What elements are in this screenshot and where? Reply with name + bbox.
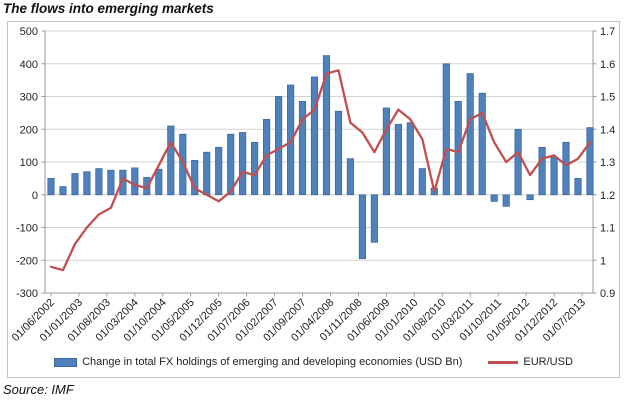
y-left-tick-label: 200	[20, 124, 38, 136]
y-left-tick-label: 400	[20, 59, 38, 71]
y-left-tick-label: 300	[20, 92, 38, 104]
legend-item-bars: Change in total FX holdings of emerging …	[54, 356, 462, 368]
fx-holdings-bar	[538, 146, 546, 196]
fx-holdings-bar	[466, 73, 474, 196]
legend: Change in total FX holdings of emerging …	[8, 356, 619, 368]
y-left-tick-label: 100	[20, 157, 38, 169]
fx-holdings-bar	[83, 171, 91, 196]
fx-holdings-bar	[203, 151, 211, 196]
fx-holdings-bar	[358, 194, 366, 260]
fx-holdings-bar	[95, 168, 103, 196]
fx-holdings-bar	[490, 194, 498, 202]
fx-holdings-bar	[119, 169, 127, 196]
fx-holdings-bar	[227, 133, 235, 196]
y-left-tick-label: -300	[16, 288, 38, 300]
fx-holdings-bar	[47, 178, 55, 196]
y-left-tick-label: 0	[32, 190, 38, 202]
y-left-tick-label: -200	[16, 255, 38, 267]
bar-series-label: Change in total FX holdings of emerging …	[82, 356, 463, 368]
line-series-swatch	[488, 360, 519, 364]
fx-holdings-bar	[346, 158, 354, 196]
fx-holdings-bar	[562, 141, 570, 196]
fx-holdings-bar	[382, 107, 390, 196]
y-right-tick-label: 1.4	[600, 124, 615, 136]
fx-holdings-bar	[334, 110, 343, 196]
fx-holdings-bar	[155, 168, 163, 196]
bar-series-swatch	[54, 357, 78, 367]
fx-holdings-bar	[215, 146, 223, 196]
legend-item-line: EUR/USD	[488, 356, 573, 368]
fx-holdings-bar	[322, 55, 331, 196]
fx-flows-combo-chart: 500 400 300 200 100 0 -100 -200 -300 1.7 1.6 1.5 1.4…	[10, 26, 616, 344]
fx-holdings-bar	[586, 127, 594, 196]
fx-holdings-bar	[59, 186, 67, 196]
y-right-tick-label: 1.1	[600, 223, 615, 235]
fx-holdings-bar	[191, 160, 199, 196]
fx-holdings-bar	[107, 169, 115, 196]
fx-holdings-bar	[442, 63, 450, 196]
y-right-tick-label: 1.6	[600, 59, 615, 71]
fx-holdings-bar	[574, 178, 582, 196]
chart-area: 500 400 300 200 100 0 -100 -200 -300 1.7 1.6 1.5 1.4…	[7, 21, 620, 378]
eur-usd-line	[49, 69, 592, 272]
fx-holdings-bar	[239, 132, 247, 196]
source-note: Source: IMF	[3, 382, 74, 397]
fx-holdings-bar	[131, 167, 139, 196]
y-left-tick-label: -100	[16, 223, 38, 235]
fx-holdings-bar	[502, 194, 510, 207]
fx-holdings-bar	[71, 173, 79, 196]
fx-holdings-bar	[478, 92, 486, 196]
y-right-tick-label: 1	[600, 255, 606, 267]
y-left-tick-label: 500	[20, 26, 38, 38]
fx-holdings-bar	[394, 123, 402, 196]
y-right-tick-label: 0.9	[600, 288, 615, 300]
fx-holdings-bar	[526, 194, 534, 201]
y-right-tick-label: 1.2	[600, 190, 615, 202]
page-title: The flows into emerging markets	[3, 1, 214, 16]
fx-holdings-bar	[550, 156, 558, 196]
fx-holdings-bar	[275, 96, 283, 196]
fx-holdings-bar	[454, 101, 462, 196]
y-right-tick-label: 1.5	[600, 92, 615, 104]
line-series-label: EUR/USD	[523, 356, 573, 368]
fx-holdings-bar	[251, 141, 259, 196]
fx-holdings-bar	[418, 168, 426, 196]
fx-holdings-bar	[167, 125, 175, 196]
fx-holdings-bar	[310, 76, 319, 196]
fx-holdings-bar	[298, 101, 307, 196]
fx-holdings-bar	[406, 122, 414, 196]
fx-holdings-bar	[370, 194, 378, 243]
y-right-tick-label: 1.7	[600, 26, 615, 38]
y-right-tick-label: 1.3	[600, 157, 615, 169]
fx-holdings-bar	[514, 128, 522, 196]
